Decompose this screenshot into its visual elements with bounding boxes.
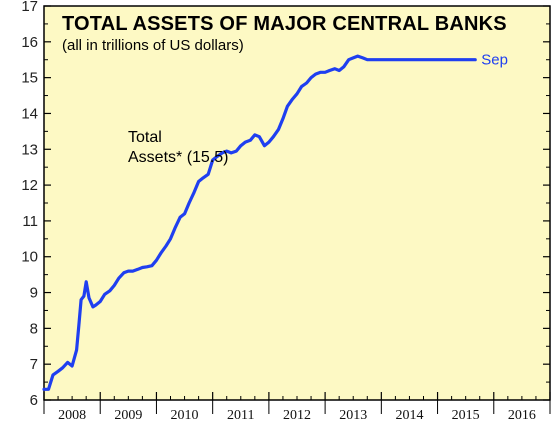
y-axis-tick-labels: 6 7 8 9 10 11 12 13 14 15 16 17 [21, 0, 38, 409]
total-assets-line [42, 54, 477, 391]
y-tick-label: 11 [22, 213, 38, 230]
x-tick-label: 2010 [171, 408, 199, 423]
x-tick-label: 2012 [283, 408, 311, 423]
x-tick-label: 2011 [227, 408, 254, 423]
axis-ticks [43, 5, 551, 414]
x-tick-label: 2009 [114, 408, 142, 423]
annotation-line-2: Assets* (15.5) [128, 149, 228, 166]
x-axis-tick-labels: 2008 2009 2010 2011 2012 2013 2014 2015 2016 [58, 408, 536, 423]
x-tick-label: 2013 [339, 408, 367, 423]
y-tick-label: 13 [21, 141, 38, 158]
x-tick-label: 2016 [508, 408, 536, 423]
x-tick-label: 2008 [58, 408, 86, 423]
chart-title: TOTAL ASSETS OF MAJOR CENTRAL BANKS [62, 13, 507, 35]
annotation-line-1: Total [128, 129, 162, 146]
y-tick-label: 17 [21, 0, 38, 15]
y-tick-label: 8 [30, 320, 38, 337]
y-tick-label: 14 [21, 105, 38, 122]
x-tick-label: 2014 [395, 408, 423, 423]
x-tick-label: 2015 [452, 408, 480, 423]
y-tick-label: 10 [21, 249, 38, 266]
y-tick-label: 15 [21, 70, 38, 87]
y-tick-label: 6 [30, 392, 38, 409]
y-tick-label: 7 [30, 356, 38, 373]
y-tick-label: 12 [21, 177, 38, 194]
y-tick-label: 16 [21, 34, 38, 51]
plot-area [43, 5, 551, 401]
end-label-sep: Sep [481, 52, 508, 69]
chart-subtitle: (all in trillions of US dollars) [62, 37, 244, 54]
y-tick-label: 9 [30, 285, 38, 302]
